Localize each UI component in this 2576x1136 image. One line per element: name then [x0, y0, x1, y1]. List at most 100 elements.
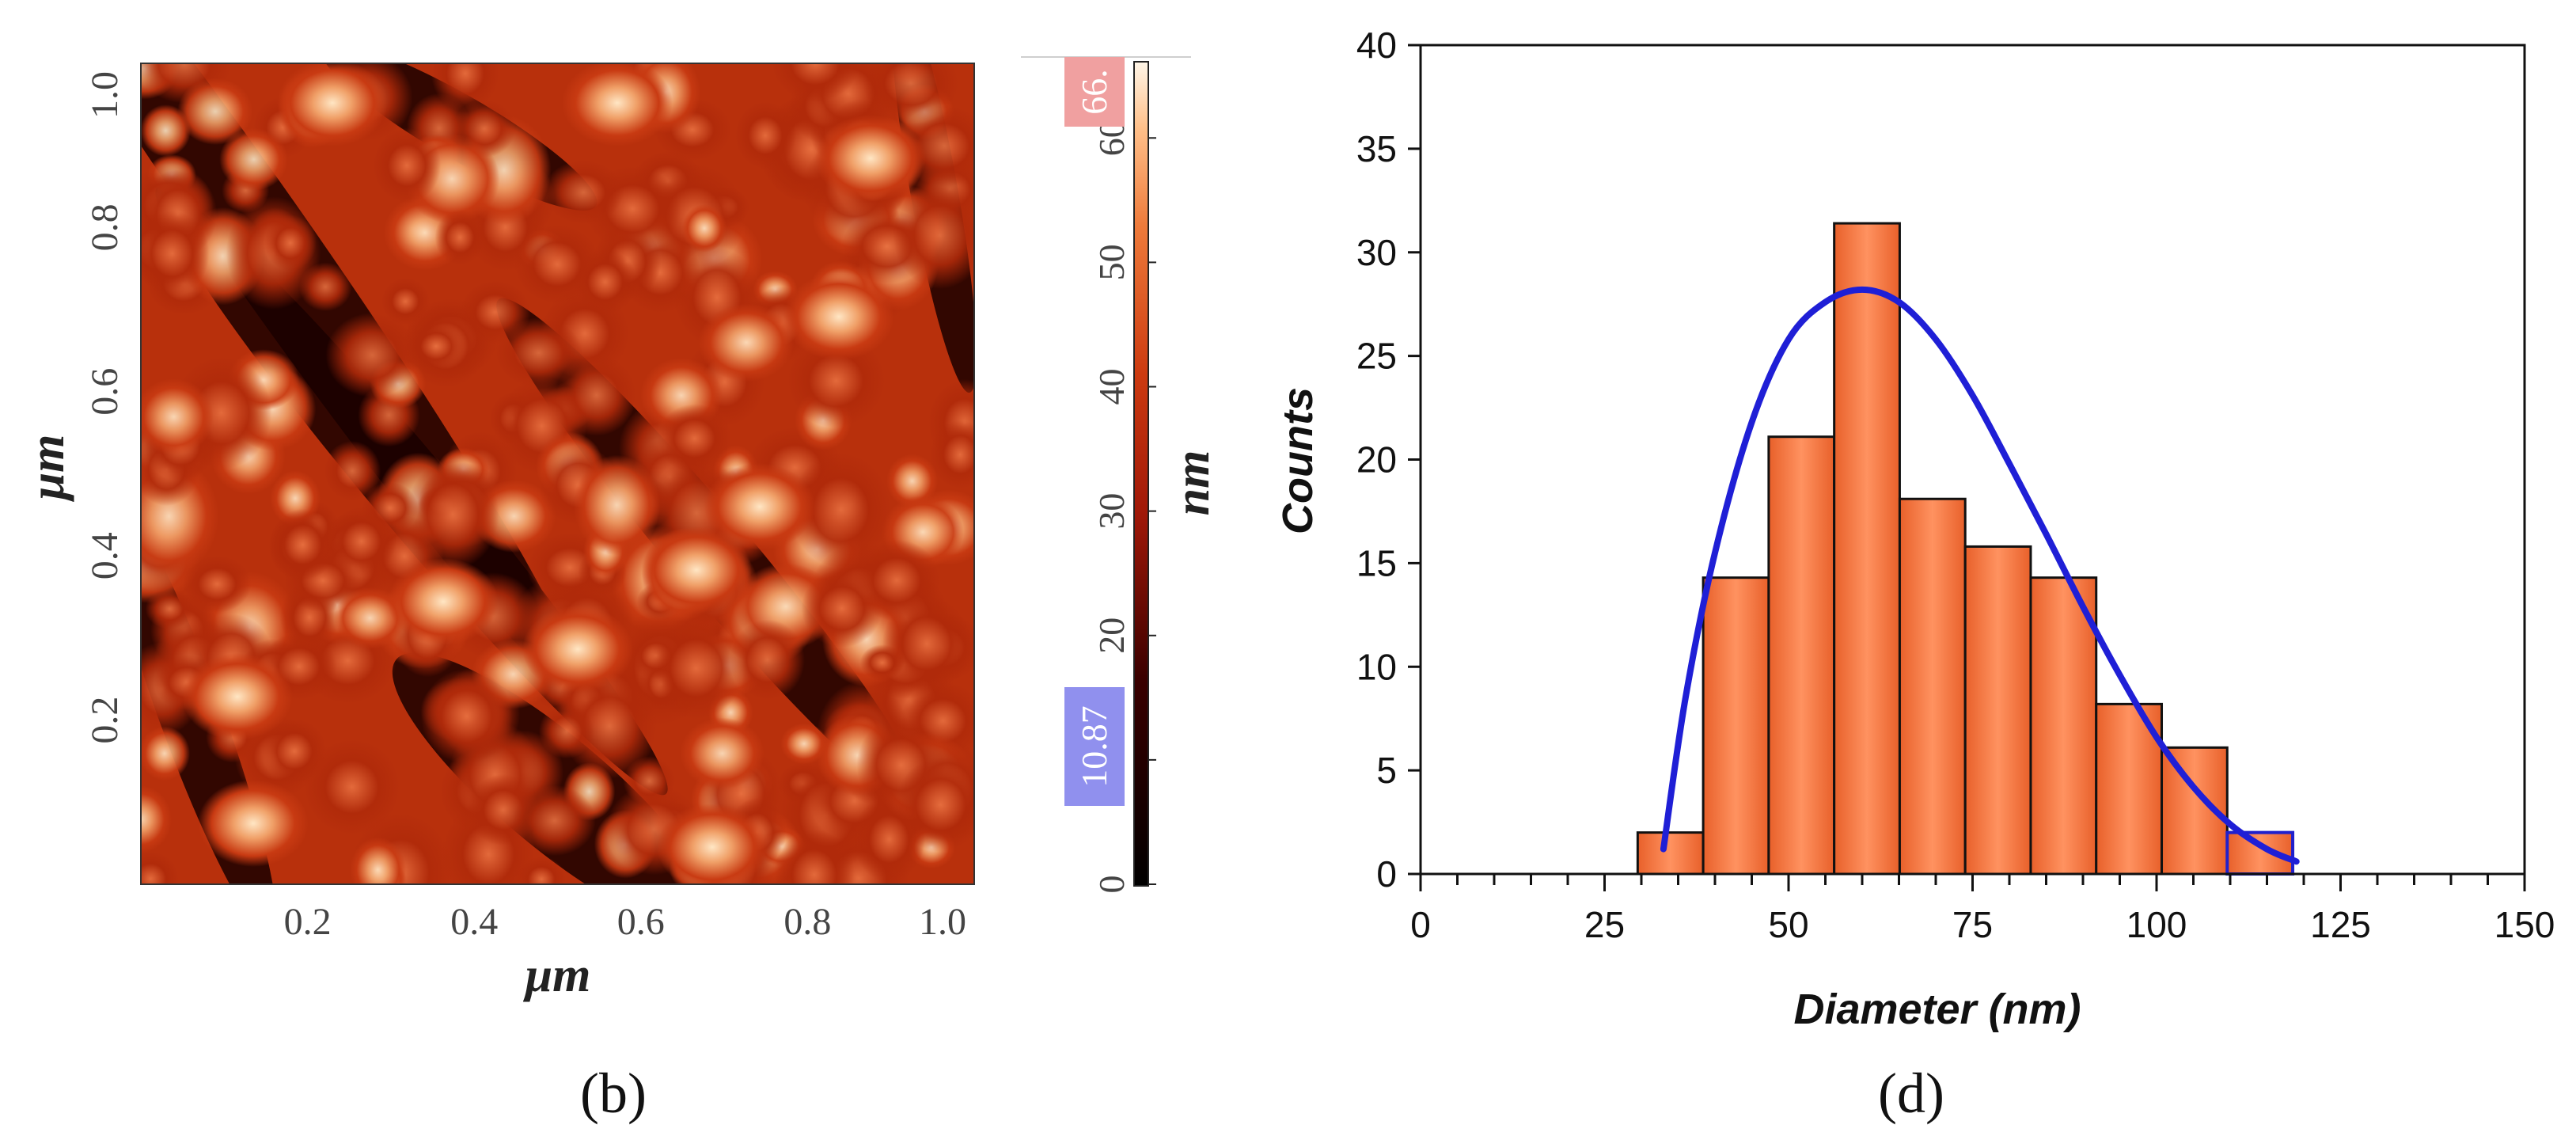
colorbar-tick-label: 30	[1091, 493, 1132, 530]
afm-grain	[681, 203, 727, 253]
afm-y-tick-label: 1.0	[84, 71, 126, 119]
afm-grain	[408, 322, 465, 370]
afm-grain-bright	[388, 558, 499, 645]
afm-grain	[648, 616, 744, 721]
afm-grain	[182, 555, 252, 614]
fit-curve	[1660, 286, 2300, 865]
histogram-bar	[2029, 576, 2098, 876]
afm-grain	[573, 454, 661, 556]
histogram-x-axis-label: Diameter (nm)	[1793, 986, 2081, 1033]
afm-grain	[381, 277, 430, 325]
afm-y-tick-label: 0.6	[84, 368, 126, 416]
afm-grain-bright	[522, 606, 633, 693]
colorbar-label: nm	[1166, 450, 1220, 516]
afm-grain-bright	[815, 115, 926, 202]
afm-y-tick-labels: 0.2 0.4 0.6 0.8 1.0	[84, 71, 126, 744]
histogram-bar	[1636, 831, 1705, 876]
colorbar-tick-label: 50	[1091, 244, 1132, 280]
histogram-x-tick-label: 0	[1410, 904, 1431, 945]
afm-x-tick-label: 0.4	[450, 901, 498, 943]
afm-grain	[324, 440, 381, 502]
afm-grain-bright	[704, 463, 815, 550]
afm-grain	[734, 101, 796, 170]
afm-grain	[141, 785, 173, 853]
afm-grain	[882, 595, 972, 692]
histogram-y-tick-label: 25	[1356, 336, 1397, 377]
afm-grain	[177, 78, 253, 145]
afm-grain	[698, 303, 795, 382]
afm-grain	[780, 723, 828, 765]
afm-grain	[790, 452, 892, 568]
colorbar-max-marker-text: 66.	[1074, 69, 1114, 115]
panel-d-label: (d)	[1878, 1062, 1944, 1125]
afm-grain	[434, 209, 486, 266]
histogram-x-tick-label: 125	[2310, 904, 2371, 945]
afm-grain	[680, 717, 764, 790]
colorbar-max-marker	[1064, 57, 1125, 127]
afm-grain	[929, 420, 974, 489]
colorbar-gradient	[1133, 61, 1149, 887]
afm-x-tick-labels: 0.2 0.4 0.6 0.8 1.0	[284, 901, 966, 943]
histogram-x-tick-label: 150	[2494, 904, 2555, 945]
histogram-y-tick-label: 35	[1356, 128, 1397, 169]
afm-grain	[773, 829, 855, 884]
afm-grain	[787, 333, 886, 428]
afm-grain	[141, 211, 210, 297]
histogram-y-tick-labels: 0 5 10 15 20 25 30 35 40	[1356, 25, 1397, 895]
histogram-bar	[1898, 497, 1967, 876]
afm-grain	[801, 568, 882, 648]
afm-grain	[895, 758, 974, 853]
afm-grain-bright	[277, 63, 388, 146]
histogram-y-tick-label: 40	[1356, 25, 1397, 66]
colorbar-tick-label: 40	[1091, 369, 1132, 405]
afm-grain	[657, 404, 732, 473]
afm-x-tick-label: 1.0	[919, 901, 966, 943]
afm-y-tick-label: 0.4	[84, 532, 126, 579]
colorbar-tick-label: 0	[1091, 876, 1132, 894]
afm-x-tick-label: 0.8	[783, 901, 831, 943]
afm-grain	[459, 280, 531, 344]
afm-grain-bright	[783, 273, 894, 360]
afm-grain	[513, 785, 596, 857]
histogram-x-tick-labels: 0 25 50 75 100 125 150	[1410, 904, 2555, 945]
afm-grain	[303, 739, 400, 836]
histogram-bar	[1963, 545, 2032, 876]
afm-grain	[141, 726, 191, 781]
histogram-y-tick-label: 15	[1356, 542, 1397, 583]
histogram-y-tick-label: 30	[1356, 232, 1397, 273]
colorbar-min-marker	[1064, 687, 1125, 806]
afm-grain	[349, 837, 407, 884]
afm-grain-bright	[641, 526, 752, 614]
afm-grain	[269, 508, 336, 581]
afm-grain-bright	[198, 780, 309, 867]
afm-grain	[145, 588, 194, 629]
histogram-y-tick-label: 20	[1356, 439, 1397, 481]
afm-grain	[420, 668, 513, 764]
afm-grain	[431, 63, 499, 112]
afm-y-tick-label: 0.8	[84, 203, 126, 251]
histogram-x-tick-label: 75	[1952, 904, 1993, 945]
afm-y-axis-label: μm	[21, 435, 74, 503]
colorbar-tick-label: 20	[1091, 617, 1132, 654]
afm-grain	[325, 313, 419, 398]
afm-x-tick-label: 0.6	[617, 901, 665, 943]
afm-grain	[886, 454, 939, 508]
colorbar: 0102030405060 66. 10.87 nm	[1021, 56, 1220, 894]
afm-grain	[372, 127, 442, 203]
afm-panel: 0.2 0.4 0.6 0.8 1.0 0.2 0.4 0.6 0.8 1.0 μm μm 0 1…	[21, 56, 1220, 1125]
histogram-x-tick-label: 25	[1584, 904, 1625, 945]
afm-grain	[141, 851, 180, 884]
histogram-y-tick-label: 0	[1376, 853, 1397, 895]
histogram-bars	[1636, 222, 2295, 876]
afm-grain	[326, 506, 396, 577]
afm-grain-bright	[657, 804, 768, 884]
histogram-x-tick-label: 50	[1768, 904, 1808, 945]
afm-grain	[538, 704, 594, 759]
histogram-bar	[1833, 222, 1901, 876]
afm-y-tick-label: 0.2	[84, 697, 126, 744]
afm-grain	[771, 63, 859, 103]
afm-grain	[543, 160, 624, 225]
afm-grain	[863, 63, 959, 123]
histogram-y-tick-label: 5	[1376, 750, 1397, 791]
histogram-panel: 0 25 50 75 100 125 150 0 5 10 15 20 25 30 35 40 Diamet…	[1274, 25, 2555, 1125]
